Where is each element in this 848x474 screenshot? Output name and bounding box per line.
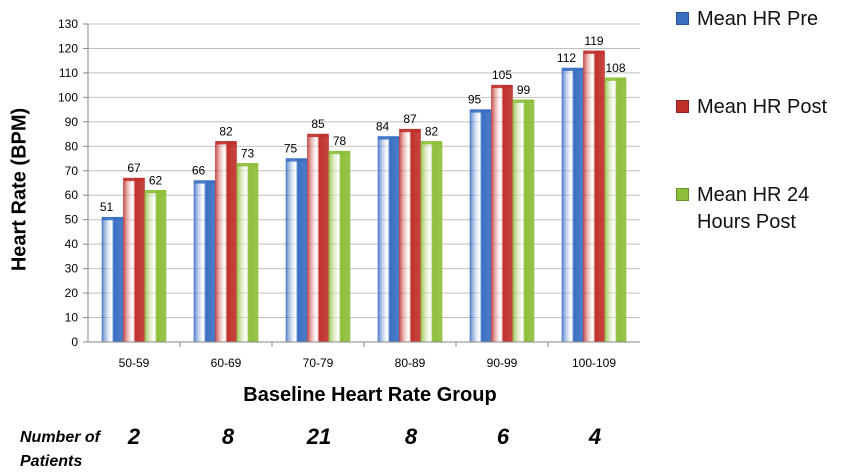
bar <box>193 180 216 343</box>
data-label: 78 <box>333 134 347 148</box>
y-tick-label: 100 <box>58 90 78 104</box>
y-tick-label: 10 <box>65 311 79 325</box>
y-tick-label: 70 <box>65 164 79 178</box>
bar-cap <box>421 141 442 145</box>
data-label: 85 <box>311 117 325 131</box>
y-tick-label: 60 <box>65 188 79 202</box>
bar-cap <box>605 77 626 81</box>
data-label: 66 <box>192 164 206 178</box>
bar <box>561 67 584 343</box>
bar-cap <box>237 163 258 167</box>
data-label: 119 <box>584 34 603 48</box>
y-tick-label: 30 <box>65 262 79 276</box>
bar <box>328 150 351 343</box>
y-axis-ticks: 0 10 20 30 40 50 60 70 80 90 100 110 120 130 <box>58 17 88 349</box>
data-label: 73 <box>241 146 255 160</box>
bar <box>215 141 237 343</box>
axes <box>87 24 640 343</box>
y-tick-label: 50 <box>65 213 79 227</box>
y-tick-label: 0 <box>71 335 78 349</box>
bar <box>377 136 400 343</box>
patient-count: 6 <box>496 424 510 449</box>
legend-item-post: Mean HR Post <box>676 94 847 121</box>
y-tick-label: 120 <box>58 41 78 55</box>
bar <box>420 141 443 343</box>
legend-label-post: Mean HR Post <box>697 96 828 118</box>
patient-count-label: Number of Patients <box>20 429 100 470</box>
data-label: 82 <box>219 124 233 138</box>
bar <box>604 77 627 343</box>
y-tick-label: 130 <box>58 17 78 31</box>
bar-cap <box>562 68 583 72</box>
bar-cap <box>378 136 399 140</box>
data-label: 112 <box>557 51 576 65</box>
bar-cap <box>123 178 145 182</box>
bar <box>469 109 492 343</box>
bar-cap <box>513 99 534 103</box>
data-label: 62 <box>149 173 163 187</box>
bar <box>236 163 259 343</box>
x-axis-ticks: 50-59 60-69 70-79 80-89 90-99 100-109 <box>119 342 616 370</box>
bar <box>285 158 308 343</box>
y-tick-label: 110 <box>59 66 78 80</box>
x-tick-label: 100-109 <box>572 356 616 370</box>
bar-cap <box>491 85 513 89</box>
patient-count: 4 <box>588 424 602 449</box>
bar <box>144 190 167 343</box>
x-tick-label: 70-79 <box>303 356 334 370</box>
bar <box>399 128 421 343</box>
legend-item-pre: Mean HR Pre <box>676 6 847 33</box>
bar <box>491 84 513 343</box>
bars <box>101 50 627 343</box>
bar-cap <box>470 109 491 113</box>
data-label: 67 <box>127 161 141 175</box>
gridlines <box>88 23 640 343</box>
patient-count: 8 <box>404 424 418 449</box>
bar <box>101 216 124 343</box>
patient-count: 2 <box>127 424 141 449</box>
legend-label-24h: Mean HR 24 Hours Post <box>697 184 810 233</box>
legend-swatch-pre <box>676 12 689 25</box>
bar-cap <box>194 180 215 184</box>
data-label: 75 <box>284 142 298 156</box>
data-label: 95 <box>468 93 482 107</box>
data-label: 87 <box>403 112 417 126</box>
y-axis-title-text: Heart Rate (BPM) <box>8 107 31 272</box>
bar-cap <box>145 190 166 194</box>
patient-count: 21 <box>306 424 332 449</box>
data-label: 84 <box>376 120 390 134</box>
x-tick-label: 50-59 <box>119 356 150 370</box>
data-label: 82 <box>425 124 439 138</box>
bar <box>583 50 605 343</box>
bar-cap <box>286 158 307 162</box>
x-tick-label: 80-89 <box>395 356 426 370</box>
y-tick-label: 80 <box>65 139 79 153</box>
bar-cap <box>329 151 350 155</box>
x-axis-title: Baseline Heart Rate Group <box>243 384 497 406</box>
legend-label-pre: Mean HR Pre <box>697 8 819 30</box>
bar-cap <box>102 217 123 221</box>
y-tick-label: 20 <box>65 286 79 300</box>
legend-swatch-post <box>676 100 689 113</box>
bar-cap <box>583 50 605 54</box>
bar-cap <box>215 141 237 145</box>
data-label: 99 <box>517 83 531 97</box>
legend-item-24h: Mean HR 24 Hours Post <box>676 182 847 236</box>
bar <box>123 177 145 343</box>
x-tick-label: 90-99 <box>487 356 518 370</box>
patient-count: 8 <box>221 424 235 449</box>
bar <box>512 99 535 343</box>
data-label: 108 <box>605 61 625 75</box>
bar-cap <box>307 134 329 138</box>
y-tick-label: 40 <box>65 237 79 251</box>
x-tick-label: 60-69 <box>211 356 242 370</box>
data-label: 51 <box>100 200 114 214</box>
legend-swatch-24h <box>676 188 689 201</box>
data-label: 105 <box>492 68 512 82</box>
bar <box>307 133 329 343</box>
y-tick-label: 90 <box>65 115 79 129</box>
bar-cap <box>399 129 421 133</box>
